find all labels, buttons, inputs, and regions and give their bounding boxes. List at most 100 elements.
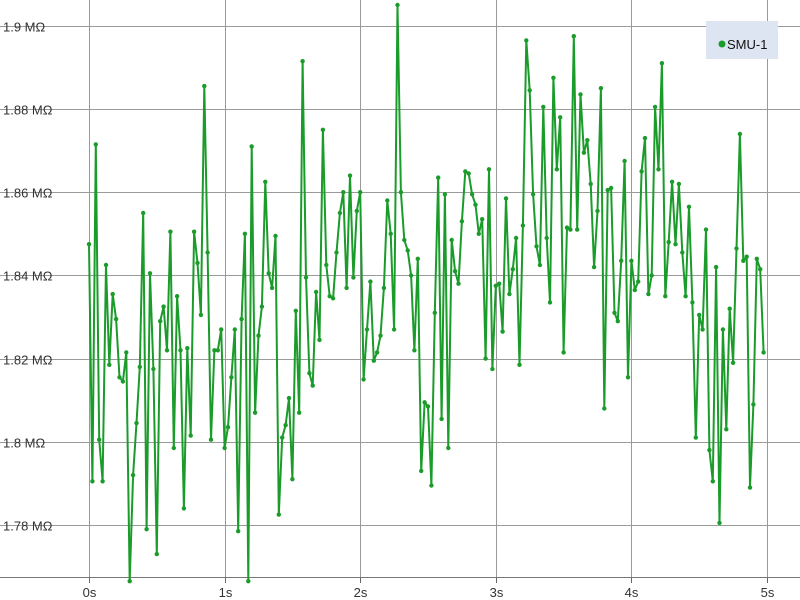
legend: SMU-1 xyxy=(706,21,778,59)
y-tick-label: 1.8 MΩ xyxy=(3,436,46,451)
data-point xyxy=(236,529,241,534)
legend-box xyxy=(706,21,778,59)
data-point xyxy=(208,437,214,442)
data-point xyxy=(730,360,736,365)
data-point xyxy=(249,144,254,149)
data-point xyxy=(341,190,346,195)
data-point xyxy=(385,198,390,203)
data-point xyxy=(619,258,624,263)
data-point xyxy=(425,404,431,409)
data-point xyxy=(415,256,420,261)
data-point xyxy=(656,167,661,172)
data-point xyxy=(100,479,105,484)
data-point xyxy=(758,267,763,272)
data-point xyxy=(337,210,343,216)
data-point xyxy=(351,275,356,280)
data-point xyxy=(452,269,458,274)
data-point xyxy=(497,281,502,286)
data-point xyxy=(334,250,339,255)
data-point xyxy=(320,127,326,132)
data-point xyxy=(215,348,220,353)
data-point xyxy=(551,75,556,81)
data-point xyxy=(120,379,126,384)
data-point xyxy=(432,310,437,315)
data-point xyxy=(263,179,268,184)
data-point xyxy=(354,208,359,214)
data-point xyxy=(137,364,142,370)
data-point xyxy=(212,348,217,353)
data-point xyxy=(605,187,610,193)
data-point xyxy=(513,235,519,241)
data-point xyxy=(459,219,465,224)
data-point xyxy=(178,348,183,353)
data-point xyxy=(290,477,295,482)
data-point xyxy=(202,83,207,89)
data-point xyxy=(303,275,309,280)
data-point xyxy=(629,258,634,263)
data-point xyxy=(571,34,576,39)
data-point xyxy=(520,223,526,228)
data-point xyxy=(280,435,285,440)
data-point xyxy=(575,227,580,232)
data-point xyxy=(578,92,583,97)
data-point xyxy=(581,150,587,155)
data-point xyxy=(673,242,678,247)
data-point xyxy=(669,179,675,184)
data-point xyxy=(598,86,604,91)
data-point xyxy=(686,204,692,209)
data-point xyxy=(307,371,312,376)
data-point xyxy=(710,479,715,484)
data-point xyxy=(412,348,417,353)
data-point xyxy=(286,395,292,401)
data-point xyxy=(188,433,193,438)
data-point xyxy=(676,181,682,187)
plot-area xyxy=(86,2,766,584)
data-point xyxy=(442,192,448,197)
data-point xyxy=(690,300,695,305)
y-tick-label: 1.88 MΩ xyxy=(3,103,53,118)
data-point xyxy=(388,231,393,236)
data-point xyxy=(568,227,573,232)
data-point xyxy=(127,579,132,584)
data-point xyxy=(544,235,549,241)
data-point xyxy=(585,138,590,143)
data-point xyxy=(500,329,505,334)
data-point xyxy=(381,285,387,291)
data-point xyxy=(449,237,454,243)
data-point xyxy=(724,427,729,432)
y-tick-label: 1.78 MΩ xyxy=(3,519,53,534)
data-point xyxy=(374,350,380,355)
y-tick-label: 1.84 MΩ xyxy=(3,269,53,284)
data-point xyxy=(476,231,481,236)
data-point xyxy=(86,242,92,247)
data-point xyxy=(683,294,688,299)
data-point xyxy=(324,262,329,268)
data-point xyxy=(717,520,722,526)
x-tick-label: 4s xyxy=(625,585,639,600)
data-point xyxy=(185,346,190,351)
series-line xyxy=(88,4,765,583)
data-point xyxy=(330,296,336,301)
data-point xyxy=(269,285,275,291)
data-point xyxy=(754,256,759,261)
data-point xyxy=(107,362,112,367)
data-point xyxy=(727,306,732,311)
data-point xyxy=(378,333,383,338)
data-point xyxy=(547,300,553,305)
data-point xyxy=(700,327,705,332)
x-tick-label: 2s xyxy=(354,585,368,600)
data-point xyxy=(680,250,685,255)
data-point xyxy=(741,258,746,263)
data-point xyxy=(707,447,712,453)
data-point xyxy=(300,59,305,64)
legend-marker xyxy=(718,40,726,48)
data-point xyxy=(327,294,332,299)
data-point xyxy=(205,250,210,255)
data-point xyxy=(747,485,753,490)
data-point xyxy=(595,208,600,214)
data-point xyxy=(358,190,363,195)
data-point xyxy=(198,312,204,318)
data-point xyxy=(541,104,546,110)
data-point xyxy=(527,88,532,93)
